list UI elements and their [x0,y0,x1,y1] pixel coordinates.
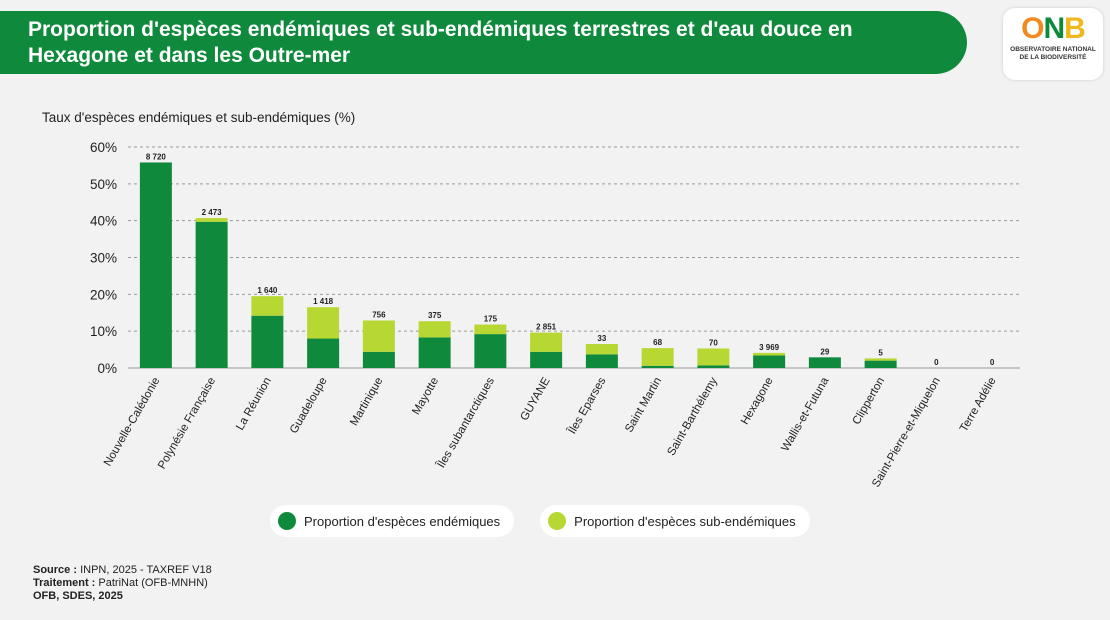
bar-subendemic [530,332,563,352]
legend-item-subendemic: Proportion d'espèces sub-endémiques [540,505,810,537]
x-tick-label: Hexagone [739,376,776,427]
legend-label-endemic: Proportion d'espèces endémiques [304,513,501,529]
x-tick-label: Mayotte [410,376,441,417]
bar-subendemic [307,307,340,339]
bar-count-label: 2 473 [202,208,223,217]
onb-logo: ONB OBSERVATOIRE NATIONAL DE LA BIODIVER… [1003,8,1103,80]
bar-subendemic [362,320,395,352]
bar-endemic [530,351,563,368]
x-tick-label: Saint-Barthélemy [665,375,720,458]
bar-count-label: 70 [709,338,718,347]
y-tick-label: 10% [90,324,117,339]
bar-endemic [474,334,507,368]
bar-subendemic [585,344,618,355]
bar-count-label: 2 851 [536,323,557,332]
bar-endemic [307,338,340,368]
x-tick-label: Îles Eparses [565,375,609,437]
bar-count-label: 3 969 [759,343,780,352]
bar-endemic [753,355,786,368]
logo-letter-o: O [1021,12,1044,45]
bar-count-label: 1 640 [257,286,278,295]
x-tick-label: Polynésie Française [156,376,218,472]
bar-subendemic [641,348,674,366]
page-title: Proportion d'espèces endémiques et sub-e… [28,18,853,67]
bar-endemic [808,357,841,368]
y-tick-label: 0% [97,361,117,376]
x-tick-label: Guadeloupe [288,376,330,436]
logo-line-2: DE LA BIODIVERSITÉ [1019,54,1087,61]
bar-endemic [585,354,618,368]
x-tick-label: Terre Adélie [958,376,999,435]
y-tick-label: 60% [90,140,117,155]
treatment-text: PatriNat (OFB-MNHN) [95,577,208,589]
legend-item-endemic: Proportion d'espèces endémiques [270,505,515,537]
bar-count-label: 1 418 [313,297,334,306]
source-text: INPN, 2025 - TAXREF V18 [77,564,212,576]
bar-subendemic [474,324,507,335]
bar-subendemic [195,218,228,222]
bar-count-label: 0 [990,358,995,367]
logo-letter-b: B [1064,12,1086,45]
bar-subendemic [697,348,730,366]
bar-count-label: 175 [484,315,498,324]
x-tick-label: Wallis-et-Futuna [779,375,831,454]
logo-mark: ONB [1003,12,1103,46]
bar-subendemic [864,358,897,361]
x-tick-label: Îles subantarctiques [434,375,497,471]
legend-swatch-endemic [278,512,296,530]
y-tick-label: 50% [90,177,117,192]
bar-count-label: 29 [820,347,829,356]
bar-endemic [418,337,451,368]
bar-endemic [697,365,730,368]
logo-letter-n: N [1043,12,1066,45]
x-tick-label: Clipperton [851,376,888,427]
y-tick-label: 30% [90,251,117,266]
y-tick-label: 20% [90,287,117,302]
legend-label-subendemic: Proportion d'espèces sub-endémiques [574,513,796,529]
x-tick-label: Nouvelle-Calédonie [102,376,163,469]
x-tick-label: Saint Martin [623,376,664,435]
bar-count-label: 8 720 [146,152,167,161]
bar-endemic [139,162,172,368]
x-tick-label: Martinique [348,376,385,429]
chart-legend: Proportion d'espèces endémiques Proporti… [270,505,810,537]
bar-chart: Taux d'espèces endémiques et sub-endémiq… [42,110,1020,490]
x-tick-label: Saint-Pierre-et-Miquelon [870,376,943,490]
treatment-line: Traitement : PatriNat (OFB-MNHN) [33,577,212,590]
treatment-label: Traitement : [33,577,96,589]
bar-endemic [641,365,674,368]
bar-count-label: 375 [428,311,442,320]
bar-subendemic [418,321,451,338]
bar-count-label: 0 [934,358,939,367]
bar-count-label: 68 [653,338,662,347]
source-label: Source : [33,564,78,576]
source-notes: Source : INPN, 2025 - TAXREF V18 Traitem… [33,564,212,603]
bar-endemic [251,315,284,368]
x-tick-label: GUYANE [518,375,552,423]
bar-subendemic [753,352,786,356]
source-line: Source : INPN, 2025 - TAXREF V18 [33,564,212,577]
bar-subendemic [251,296,284,316]
bar-endemic [195,221,228,368]
bar-endemic [864,360,897,368]
logo-subtitle: OBSERVATOIRE NATIONAL DE LA BIODIVERSITÉ [1003,46,1103,62]
bar-endemic [362,351,395,368]
title-banner: Proportion d'espèces endémiques et sub-e… [0,11,967,74]
credit-line: OFB, SDES, 2025 [33,590,212,603]
credit-text: OFB, SDES, 2025 [33,590,123,602]
x-tick-label: La Réunion [234,376,274,433]
logo-line-1: OBSERVATOIRE NATIONAL [1010,46,1096,53]
legend-swatch-subendemic [548,512,567,530]
bar-count-label: 756 [372,310,386,319]
y-axis-title: Taux d'espèces endémiques et sub-endémiq… [42,110,355,125]
y-tick-label: 40% [90,214,117,229]
bar-count-label: 5 [878,348,883,357]
bar-count-label: 33 [597,334,606,343]
